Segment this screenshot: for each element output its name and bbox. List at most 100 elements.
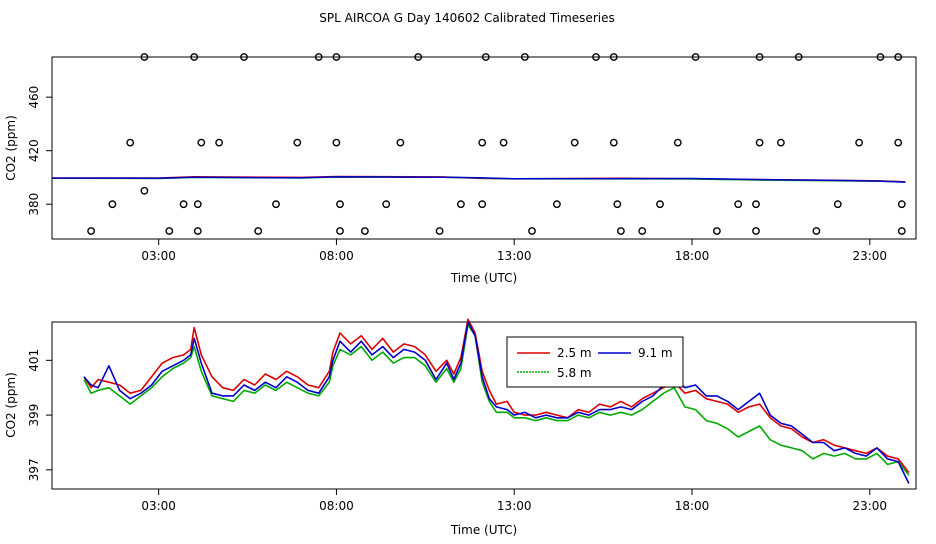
scatter-point bbox=[332, 138, 341, 147]
scatter-point bbox=[876, 53, 885, 61]
scatter-point bbox=[382, 200, 391, 209]
x-tick-label: 18:00 bbox=[675, 499, 710, 513]
scatter-point bbox=[691, 53, 700, 61]
scatter-point bbox=[478, 138, 487, 147]
bottom-plot-frame bbox=[51, 321, 917, 490]
scatter-point bbox=[833, 200, 842, 209]
x-tick-label: 13:00 bbox=[497, 249, 532, 263]
scatter-point bbox=[478, 200, 487, 209]
scatter-point bbox=[812, 227, 821, 235]
y-tick-label: 380 bbox=[27, 193, 41, 216]
top-y-ticks: 380 420 460 bbox=[27, 86, 52, 216]
top-x-ticks: 03:00 08:00 13:00 18:00 23:00 bbox=[141, 239, 887, 263]
scatter-point bbox=[752, 227, 760, 235]
x-tick-label: 13:00 bbox=[497, 499, 532, 513]
series-line-9-1-m bbox=[83, 321, 910, 484]
scatter-point bbox=[108, 200, 117, 209]
scatter-point bbox=[794, 53, 803, 61]
scatter-point bbox=[897, 227, 906, 235]
scatter-point bbox=[240, 53, 248, 61]
scatter-point bbox=[197, 138, 206, 147]
scatter-point bbox=[855, 138, 863, 147]
scatter-point bbox=[272, 200, 280, 209]
series-line-2-5-m bbox=[83, 318, 910, 474]
bottom-y-ticks: 397 399 401 bbox=[27, 349, 52, 481]
scatter-point bbox=[894, 138, 903, 147]
bottom-x-axis-label: Time (UTC) bbox=[450, 523, 517, 537]
scatter-point bbox=[336, 200, 344, 209]
top-series-lines bbox=[51, 175, 906, 184]
bottom-y-axis-label: CO2 (ppm) bbox=[4, 372, 18, 438]
scatter-point bbox=[435, 227, 444, 235]
scatter-point bbox=[752, 200, 760, 209]
bottom-series-lines bbox=[83, 318, 910, 484]
scatter-point bbox=[673, 138, 682, 147]
scatter-point bbox=[414, 53, 423, 61]
x-tick-label: 18:00 bbox=[675, 249, 710, 263]
scatter-point bbox=[165, 227, 174, 235]
top-y-axis-label: CO2 (ppm) bbox=[4, 115, 18, 181]
y-tick-label: 401 bbox=[27, 349, 41, 372]
scatter-point bbox=[521, 53, 529, 61]
y-tick-label: 420 bbox=[27, 139, 41, 162]
scatter-point bbox=[481, 53, 490, 61]
scatter-point bbox=[894, 53, 903, 61]
scatter-point bbox=[499, 138, 508, 147]
x-tick-label: 03:00 bbox=[141, 249, 176, 263]
top-points bbox=[87, 53, 906, 235]
x-tick-label: 23:00 bbox=[852, 249, 887, 263]
scatter-point bbox=[126, 138, 135, 147]
bottom-panel: 03:00 08:00 13:00 18:00 23:00 397 399 401 Time… bbox=[4, 318, 917, 537]
scatter-point bbox=[713, 227, 721, 235]
scatter-point bbox=[140, 53, 149, 61]
scatter-point bbox=[193, 227, 202, 235]
x-tick-label: 08:00 bbox=[319, 249, 354, 263]
y-tick-label: 397 bbox=[27, 458, 41, 481]
scatter-point bbox=[396, 138, 405, 147]
scatter-point bbox=[456, 200, 465, 209]
x-tick-label: 23:00 bbox=[852, 499, 887, 513]
scatter-point bbox=[638, 227, 647, 235]
scatter-point bbox=[254, 227, 263, 235]
scatter-point bbox=[87, 227, 96, 235]
scatter-point bbox=[193, 200, 202, 209]
scatter-point bbox=[179, 200, 188, 209]
legend: 2.5 m 5.8 m 9.1 m bbox=[506, 336, 684, 388]
scatter-point bbox=[215, 138, 224, 147]
scatter-point bbox=[332, 53, 341, 61]
scatter-point bbox=[336, 227, 344, 235]
scatter-point bbox=[553, 200, 561, 209]
legend-label-9-1m: 9.1 m bbox=[638, 346, 673, 360]
scatter-point bbox=[609, 138, 618, 147]
legend-label-5-8m: 5.8 m bbox=[557, 366, 592, 380]
legend-box bbox=[506, 336, 684, 388]
scatter-point bbox=[609, 53, 618, 61]
scatter-point bbox=[755, 138, 764, 147]
scatter-point bbox=[897, 200, 906, 209]
scatter-point bbox=[190, 53, 199, 61]
y-tick-label: 460 bbox=[27, 86, 41, 109]
top-x-axis-label: Time (UTC) bbox=[450, 271, 517, 285]
top-plot-frame bbox=[51, 56, 917, 240]
scatter-point bbox=[570, 138, 579, 147]
scatter-point bbox=[613, 200, 622, 209]
scatter-point bbox=[314, 53, 323, 61]
scatter-point bbox=[360, 227, 369, 235]
chart-title: SPL AIRCOA G Day 140602 Calibrated Times… bbox=[319, 11, 614, 25]
x-tick-label: 08:00 bbox=[319, 499, 354, 513]
scatter-point bbox=[656, 200, 664, 209]
top-series-line-2 bbox=[51, 176, 906, 184]
scatter-point bbox=[617, 227, 625, 235]
y-tick-label: 399 bbox=[27, 404, 41, 427]
scatter-point bbox=[528, 227, 536, 235]
series-line-5-8-m bbox=[83, 323, 910, 476]
scatter-point bbox=[734, 200, 743, 209]
scatter-point bbox=[777, 138, 785, 147]
bottom-x-ticks: 03:00 08:00 13:00 18:00 23:00 bbox=[141, 489, 887, 513]
top-panel: 03:00 08:00 13:00 18:00 23:00 380 420 460 Time… bbox=[4, 53, 917, 285]
scatter-point bbox=[592, 53, 600, 61]
scatter-point bbox=[293, 138, 302, 147]
legend-label-2-5m: 2.5 m bbox=[557, 346, 592, 360]
